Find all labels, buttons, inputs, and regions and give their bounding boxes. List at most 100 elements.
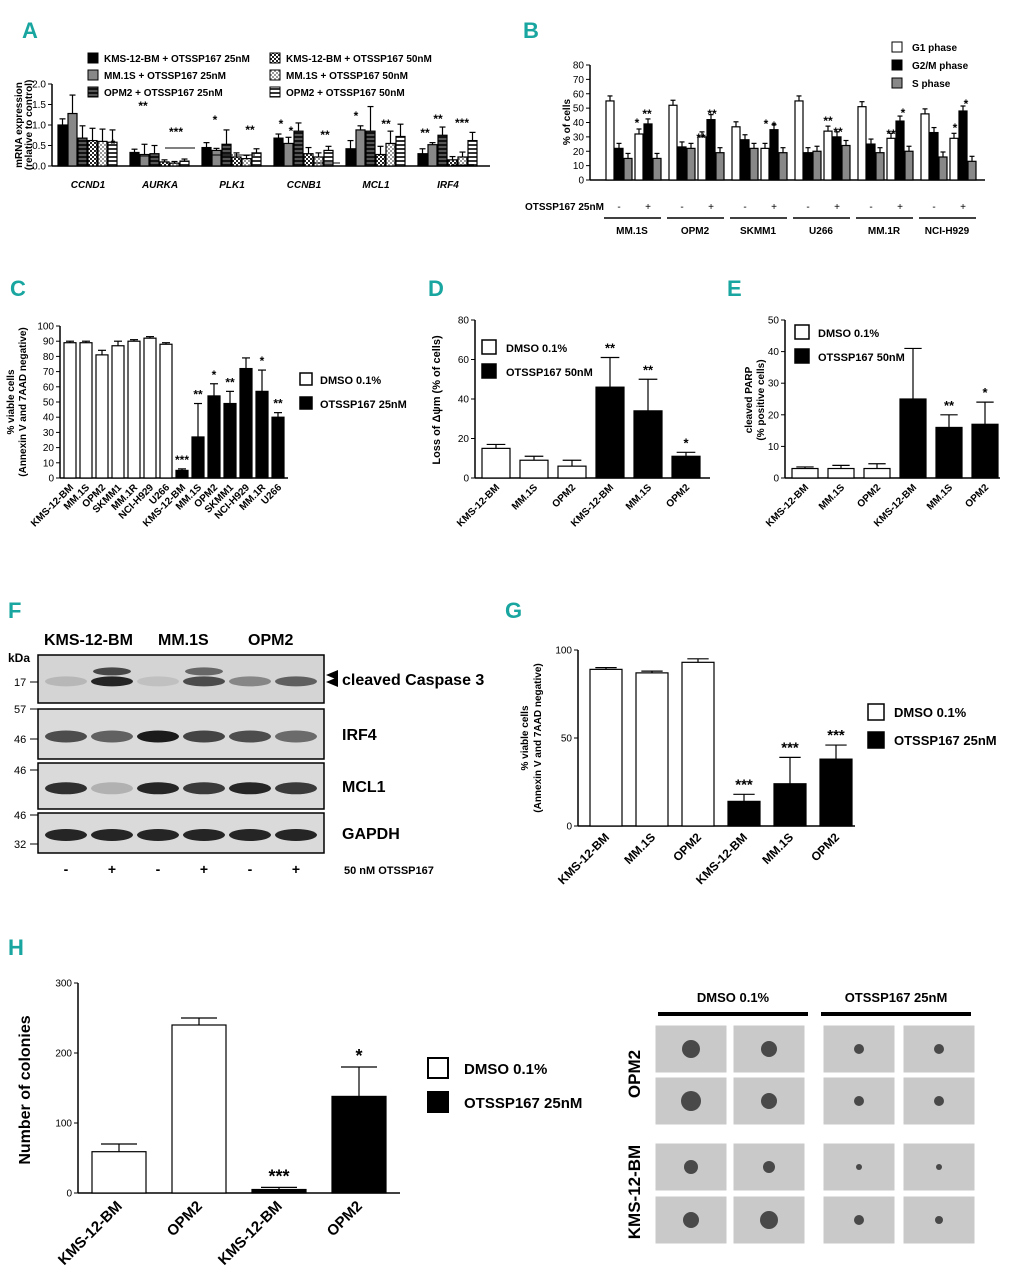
panel-a-sig: ** [420,126,430,140]
panel-a-sig: ** [320,128,330,142]
panel-c-bar [95,354,109,479]
panel-f-band [45,829,87,841]
panel-g-x-label: OPM2 [670,830,704,864]
panel-e-legend-label: DMSO 0.1% [818,328,879,340]
panel-a-sig: ** [433,112,443,126]
panel-c-bar [143,337,157,479]
panel-h-colony [935,1216,943,1224]
panel-b-group-label: OPM2 [681,226,710,237]
panel-b-y-tick-label: 0 [578,176,584,187]
panel-f-band [275,829,317,841]
panel-b-y-tick-label: 70 [573,75,585,86]
panel-d-y-tick-label: 60 [458,355,470,366]
panel-g-sig: *** [781,739,799,756]
panel-e-legend-swatch [794,324,810,340]
panel-b-bar [715,152,725,181]
panel-a-legend-swatch [87,86,99,98]
panel-e-ylabel: cleaved PARP (% positive cells) [744,359,767,440]
panel-f-band [137,730,179,743]
panel-b-legend-label: S phase [912,79,951,90]
panel-c-ylabel: % viable cells (Annexin V and 7AAD negati… [6,327,29,476]
panel-f-band [275,782,317,795]
panel-c-y-tick-label: 90 [43,337,55,348]
panel-f-band [229,676,271,687]
panel-b-bar [749,147,759,181]
panel-d-x-label: MM.1S [624,482,654,512]
panel-b-sig: ** [642,107,652,121]
panel-a-bar [231,156,242,167]
panel-b-legend-label: G1 phase [912,43,957,54]
panel-c-y-tick-label: 10 [43,458,55,469]
panel-f-blot-frame [37,708,325,760]
panel-h-colony [936,1164,942,1170]
panel-f-band [137,829,179,841]
panel-f-lane-label: MM.1S [158,632,209,649]
panel-f-sign: + [108,861,116,877]
panel-b-y-tick-label: 20 [573,147,585,158]
panel-d-legend-label: DMSO 0.1% [506,343,567,355]
panel-h-bar [251,1188,307,1194]
panel-b-y-tick-label: 60 [573,89,585,100]
panel-b-ylabel: % of cells [562,99,573,146]
panel-b-letter: B [523,18,539,43]
panel-c-legend-swatch [299,372,313,386]
panel-a-bar [159,161,170,167]
panel-a-y-tick-label: 0.5 [32,141,46,152]
panel-g-x-label: MM.1S [759,830,796,867]
panel-f-band [183,730,225,743]
panel-c-bar [207,395,221,479]
panel-c-y-tick-label: 20 [43,443,55,454]
panel-h-colony [681,1091,701,1111]
panel-g-sig: *** [735,776,753,793]
panel-g-bar [589,668,623,827]
panel-b-bar [794,100,804,181]
panel-b-bar [652,157,662,181]
panel-b-bar [706,119,716,181]
panel-f-sign: + [200,861,208,877]
panel-h-colony [854,1096,864,1106]
panel-b-bar [668,104,678,181]
panel-b-bar [823,130,833,181]
panel-e-y-tick-label: 50 [768,316,780,327]
panel-c-bar [223,402,237,479]
panel-f-band [45,730,87,743]
panel-c-bar [79,342,93,479]
panel-b-bar [803,152,813,181]
panel-e-y-tick-label: 30 [768,379,780,390]
panel-a-bar [273,137,284,167]
panel-b-bar [760,147,770,181]
panel-b-bar [614,147,624,181]
panel-c-sig: ** [193,388,203,402]
panel-h-bar [171,1024,227,1194]
panel-f-sign: - [248,861,253,877]
panel-c-bar [175,469,189,479]
panel-a-legend-label: KMS-12-BM + OTSSP167 50nM [286,54,432,65]
panel-h-colony [854,1044,864,1054]
panel-e-ylabel-line: cleaved PARP [744,366,755,433]
panel-b-y-tick-label: 30 [573,132,585,143]
panel-b-bar [929,131,939,181]
panel-d-legend-swatch [481,339,497,355]
panel-d-y-tick-label: 80 [458,316,470,327]
panel-a-legend-label: KMS-12-BM + OTSSP167 25nM [104,54,250,65]
panel-g-bar [635,672,669,827]
panel-b-group-label: SKMM1 [740,226,777,237]
panel-h-x-label: OPM2 [164,1198,206,1240]
panel-f-sign: + [292,861,300,877]
panel-h-photo-row-label: OPM2 [625,1050,644,1098]
panel-a-legend-swatch [269,86,281,98]
panel-a-bar [437,134,448,167]
panel-b-legend-label: G2/M phase [912,61,969,72]
panel-a-legend-label: OPM2 + OTSSP167 50nM [286,88,405,99]
panel-f-blot-label: MCL1 [342,779,386,796]
panel-c-bar [271,416,285,479]
panel-a-sig: ** [138,99,148,113]
panel-f-band [183,829,225,841]
panel-f-band [91,730,133,743]
panel-d-y-tick-label: 40 [458,395,470,406]
panel-a-bar [201,146,212,167]
panel-e-x-label: OPM2 [855,482,883,510]
panel-b-sign: - [932,202,935,213]
panel-e-x-label: KMS-12-BM [764,482,811,529]
panel-d-sig: * [683,435,689,450]
